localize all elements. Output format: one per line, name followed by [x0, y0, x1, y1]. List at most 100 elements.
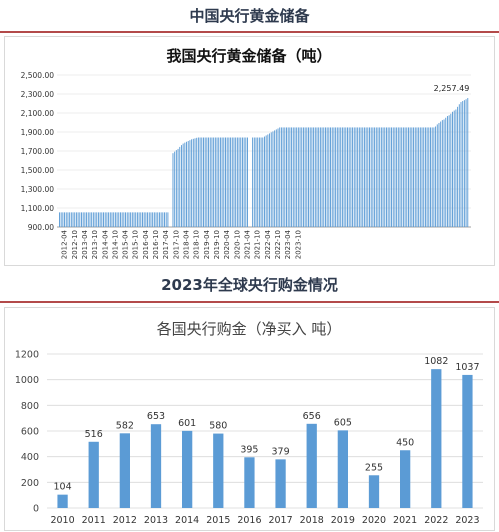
x-tick-label: 2014 — [175, 515, 199, 526]
bar — [99, 212, 101, 227]
bar — [463, 100, 465, 227]
bar — [216, 137, 218, 227]
x-tick-label: 2017-04 — [162, 229, 170, 259]
y-tick-label: 2,100.00 — [21, 109, 55, 118]
bar — [362, 127, 364, 227]
x-tick-label: 2014-10 — [111, 230, 119, 259]
bar — [196, 137, 198, 227]
data-label: 379 — [272, 446, 290, 457]
bar — [326, 127, 328, 227]
bar — [292, 127, 294, 227]
x-tick-label: 2016-10 — [152, 230, 160, 259]
bar — [125, 212, 127, 227]
bar — [138, 212, 140, 227]
bar — [431, 369, 442, 508]
bar — [140, 212, 142, 227]
bar — [269, 133, 271, 227]
bar — [457, 106, 459, 227]
bar — [223, 137, 225, 227]
data-label: 580 — [209, 421, 227, 432]
bar — [341, 127, 343, 227]
x-tick-label: 2022-04 — [264, 229, 272, 259]
bar — [404, 127, 406, 227]
bar — [357, 127, 359, 227]
bar — [69, 212, 71, 227]
bar — [286, 127, 287, 227]
bar — [67, 212, 69, 227]
bar — [458, 104, 460, 227]
bar — [79, 212, 81, 227]
bar — [174, 151, 176, 227]
y-tick-label: 800 — [21, 401, 39, 412]
bar — [189, 140, 191, 227]
bar — [218, 137, 220, 227]
bar — [360, 127, 362, 227]
bar — [172, 153, 174, 227]
x-tick-label: 2013-10 — [91, 230, 99, 259]
bar — [270, 132, 272, 227]
bar — [77, 212, 79, 227]
x-tick-label: 2022-10 — [274, 230, 282, 259]
bar — [121, 212, 123, 227]
bar — [397, 127, 399, 227]
bar — [199, 137, 201, 227]
y-tick-label: 1,100.00 — [21, 204, 55, 213]
data-label: 605 — [334, 417, 352, 428]
bar — [96, 212, 98, 227]
bar — [258, 137, 260, 227]
x-tick-label: 2013-04 — [81, 229, 89, 259]
x-tick-label: 2016-04 — [142, 229, 150, 259]
y-tick-label: 600 — [21, 427, 39, 438]
x-tick-label: 2019 — [331, 515, 355, 526]
bar — [92, 212, 94, 227]
bar — [287, 127, 289, 227]
bar — [74, 212, 76, 227]
x-tick-label: 2015-04 — [122, 229, 130, 259]
bar — [213, 433, 224, 508]
y-tick-label: 1,500.00 — [21, 166, 55, 175]
bar — [426, 127, 428, 227]
bar — [433, 127, 435, 227]
bar — [382, 127, 384, 227]
y-tick-label: 0 — [33, 504, 39, 515]
bar — [130, 212, 132, 227]
bar — [203, 137, 204, 227]
bar — [443, 119, 445, 227]
x-tick-label: 2020 — [362, 515, 386, 526]
bar — [467, 98, 469, 227]
bar — [446, 116, 448, 227]
bar — [257, 137, 259, 227]
bar — [408, 127, 409, 227]
bar — [201, 137, 203, 227]
bar — [424, 127, 426, 227]
y-tick-label: 1200 — [15, 350, 39, 361]
x-tick-label: 2021-10 — [254, 230, 262, 259]
bar — [265, 135, 267, 227]
bar — [243, 137, 245, 227]
bar — [275, 459, 286, 508]
bar — [59, 212, 60, 227]
data-label: 582 — [116, 420, 134, 431]
bar — [465, 99, 467, 227]
bar — [392, 127, 394, 227]
bar — [255, 137, 257, 227]
bar — [260, 137, 262, 227]
data-label: 395 — [240, 444, 258, 455]
bar — [419, 127, 421, 227]
banner-bottom-rule — [0, 301, 499, 303]
bar — [445, 117, 447, 227]
bar — [411, 127, 413, 227]
x-tick-label: 2023-04 — [284, 229, 292, 259]
bar — [225, 137, 226, 227]
bar — [252, 137, 254, 227]
bar — [235, 137, 237, 227]
bar — [335, 127, 337, 227]
bar — [244, 457, 255, 508]
bar — [264, 136, 265, 227]
bar — [179, 146, 181, 227]
data-label: 656 — [303, 411, 321, 422]
bar — [448, 115, 450, 227]
bar — [233, 137, 235, 227]
bar — [182, 143, 184, 227]
x-tick-label: 2017-10 — [172, 230, 180, 259]
